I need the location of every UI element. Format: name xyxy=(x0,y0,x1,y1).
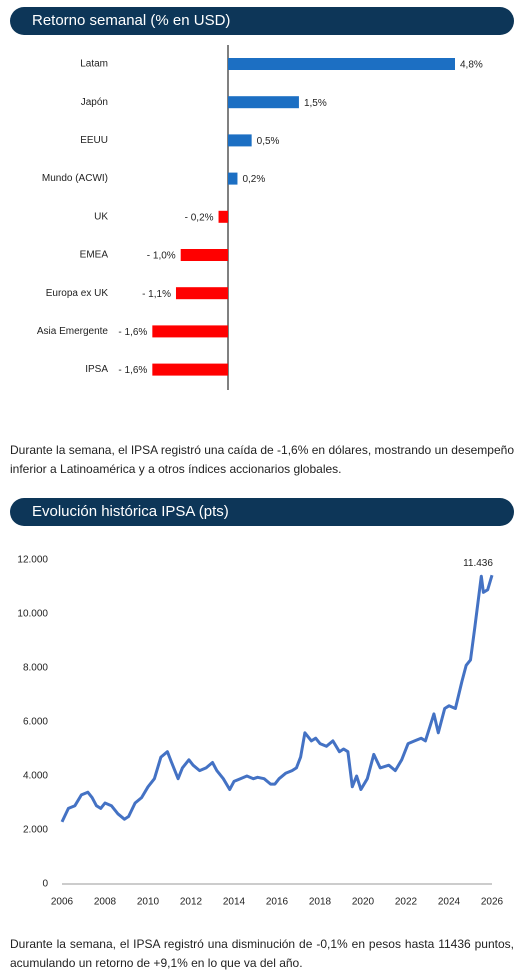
category-label: EEUU xyxy=(80,135,108,146)
bar-chart: Latam 4,8% Japón 1,5% EEUU 0,5% Mundo (ACWI) 0,… xyxy=(37,45,483,390)
bar xyxy=(180,249,228,261)
category-label: EMEA xyxy=(80,250,109,261)
bar xyxy=(228,58,455,70)
category-label: Latam xyxy=(80,59,108,70)
y-tick-label: 4.000 xyxy=(23,771,48,782)
x-tick-label: 2024 xyxy=(438,897,461,908)
x-tick-label: 2026 xyxy=(481,897,504,908)
y-tick-label: 12.000 xyxy=(17,555,48,566)
bar xyxy=(228,172,238,185)
y-tick-label: 0 xyxy=(42,879,48,890)
price-line xyxy=(60,574,494,823)
category-label: Asia Emergente xyxy=(37,326,109,337)
x-tick-label: 2016 xyxy=(266,897,289,908)
y-tick-label: 10.000 xyxy=(17,609,48,620)
y-tick-label: 6.000 xyxy=(23,717,48,728)
value-label: - 1,6% xyxy=(118,327,147,338)
value-label: 4,8% xyxy=(460,60,483,71)
value-label: - 1,1% xyxy=(142,289,171,300)
line-chart: 0 2.000 4.000 6.000 8.000 10.000 12.000 2006 200… xyxy=(17,555,504,908)
value-label: 0,2% xyxy=(242,174,265,185)
value-label: - 1,6% xyxy=(118,365,147,376)
y-tick-label: 8.000 xyxy=(23,663,48,674)
category-label: Europa ex UK xyxy=(46,288,109,299)
bar xyxy=(152,325,228,338)
section-header: Retorno semanal (% en USD) xyxy=(10,7,514,35)
category-label: Japón xyxy=(81,97,108,108)
category-label: IPSA xyxy=(85,364,108,375)
bar xyxy=(228,134,252,147)
value-label: 0,5% xyxy=(257,136,280,147)
value-label: 1,5% xyxy=(304,98,327,109)
x-tick-label: 2018 xyxy=(309,897,332,908)
x-tick-label: 2010 xyxy=(137,897,160,908)
paragraph: Durante la semana, el IPSA registró una … xyxy=(10,443,514,476)
section-header: Evolución histórica IPSA (pts) xyxy=(10,498,514,526)
x-tick-label: 2020 xyxy=(352,897,375,908)
bar xyxy=(218,210,228,223)
x-tick-label: 2006 xyxy=(51,897,74,908)
value-label: - 1,0% xyxy=(147,251,176,262)
category-label: UK xyxy=(94,211,108,222)
x-tick-label: 2008 xyxy=(94,897,117,908)
category-label: Mundo (ACWI) xyxy=(42,173,108,184)
y-tick-label: 2.000 xyxy=(23,825,48,836)
value-label: - 0,2% xyxy=(185,212,214,223)
x-tick-label: 2014 xyxy=(223,897,246,908)
bar xyxy=(175,287,228,300)
bar xyxy=(228,96,299,109)
bar xyxy=(152,363,228,376)
paragraph: Durante la semana, el IPSA registró una … xyxy=(10,937,514,970)
x-tick-label: 2012 xyxy=(180,897,203,908)
x-tick-label: 2022 xyxy=(395,897,418,908)
annotation: 11.436 xyxy=(463,558,493,569)
